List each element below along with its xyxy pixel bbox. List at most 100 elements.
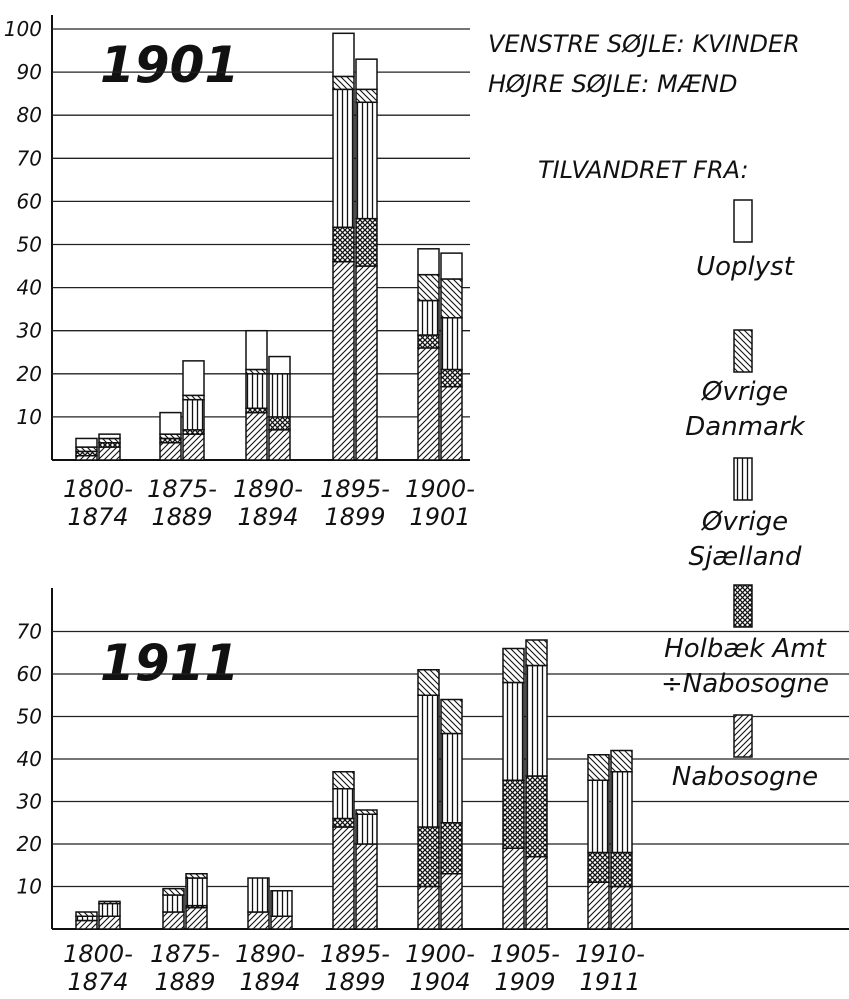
bar-segment-danmark xyxy=(587,754,610,781)
bar-segment-holbaek xyxy=(332,226,355,263)
x-category-label: 1899 xyxy=(324,968,385,996)
bar-segment-sjaelland xyxy=(247,877,270,913)
y-tick-label: 90 xyxy=(17,60,42,84)
x-category-label: 1890- xyxy=(233,475,303,503)
bar-left-6 xyxy=(587,754,610,930)
legend-note-men: HØJRE SØJLE: MÆND xyxy=(488,70,737,98)
bar-segment-nabosogne xyxy=(332,826,355,930)
bar-segment-sjaelland xyxy=(162,894,185,913)
x-category-label: 1899 xyxy=(324,503,385,531)
bar-left-4 xyxy=(417,669,440,930)
bar-segment-holbaek xyxy=(587,851,610,883)
x-category-label: 1894 xyxy=(237,503,298,531)
bar-right-4 xyxy=(440,252,463,461)
y-tick-label: 60 xyxy=(17,189,42,213)
y-tick-label: 20 xyxy=(17,362,42,386)
bar-segment-nabosogne xyxy=(417,885,440,930)
bar-segment-nabosogne xyxy=(440,873,463,930)
x-category-label: 1874 xyxy=(67,968,128,996)
bar-segment-sjaelland xyxy=(332,788,355,820)
x-category-label: 1904 xyxy=(409,968,470,996)
y-tick-label: 80 xyxy=(17,103,42,127)
bar-segment-nabosogne xyxy=(159,442,182,461)
bar-left-3 xyxy=(332,32,355,461)
x-category-label: 1909 xyxy=(494,968,555,996)
bar-right-2 xyxy=(270,890,293,930)
y-tick-label: 70 xyxy=(17,620,42,644)
bar-right-0 xyxy=(98,900,121,930)
bar-segment-danmark xyxy=(332,771,355,790)
legend-label-sjaelland: Øvrige xyxy=(701,507,788,537)
bar-segment-danmark xyxy=(417,273,440,302)
chart-title: 1911 xyxy=(100,634,239,692)
bar-segment-sjaelland xyxy=(268,373,291,418)
bar-segment-nabosogne xyxy=(268,429,291,461)
bar-segment-sjaelland xyxy=(185,877,208,907)
x-category-label: 1900- xyxy=(405,940,475,968)
bar-segment-danmark xyxy=(525,639,548,667)
bar-left-1 xyxy=(159,411,182,461)
bar-segment-nabosogne xyxy=(417,347,440,461)
legend-swatch-nabosogne xyxy=(733,714,753,758)
x-category-label: 1900- xyxy=(405,475,475,503)
bar-segment-danmark xyxy=(98,900,121,905)
x-category-label: 1895- xyxy=(320,475,390,503)
bar-segment-danmark xyxy=(75,911,98,917)
bar-segment-holbaek xyxy=(417,334,440,349)
bar-segment-holbaek xyxy=(268,416,291,431)
bar-segment-nabosogne xyxy=(332,260,355,461)
legend-label-holbaek: ÷Nabosogne xyxy=(661,669,829,699)
bar-segment-holbaek xyxy=(440,822,463,875)
chart-1911: 1911 10 20 30 40 50 60 70 1800-1874 1875-1889 189… xyxy=(17,588,849,996)
x-category-label: 1890- xyxy=(235,940,305,968)
bar-segment-danmark xyxy=(440,698,463,735)
bar-left-4 xyxy=(417,248,440,461)
bar-segment-sjaelland xyxy=(502,681,525,781)
legend-label-nabosogne: Nabosogne xyxy=(672,762,818,792)
bar-segment-sjaelland xyxy=(587,779,610,854)
bar-segment-uoplyst xyxy=(75,437,98,448)
legend: VENSTRE SØJLE: KVINDER HØJRE SØJLE: MÆND… xyxy=(488,30,829,792)
bar-right-3 xyxy=(355,809,378,930)
bar-segment-danmark xyxy=(355,88,378,104)
bar-right-5 xyxy=(525,639,548,930)
y-tick-label: 50 xyxy=(17,705,42,729)
bar-segment-holbaek xyxy=(502,779,525,849)
legend-swatch-sjaelland xyxy=(733,457,753,501)
bar-segment-nabosogne xyxy=(75,919,98,930)
y-tick-label: 20 xyxy=(17,832,42,856)
legend-label-uoplyst: Uoplyst xyxy=(696,252,795,282)
bar-segment-uoplyst xyxy=(245,329,268,371)
legend-note-women: VENSTRE SØJLE: KVINDER xyxy=(488,30,800,58)
bar-segment-nabosogne xyxy=(610,885,633,930)
bar-segment-nabosogne xyxy=(270,915,293,930)
bar-segment-nabosogne xyxy=(98,915,121,930)
bar-segment-sjaelland xyxy=(610,771,633,854)
bar-segment-holbaek xyxy=(355,217,378,267)
bar-segment-holbaek xyxy=(332,817,355,828)
bar-segment-nabosogne xyxy=(502,847,525,930)
bar-segment-nabosogne xyxy=(440,385,463,461)
legend-swatch-holbaek xyxy=(733,584,753,628)
x-category-label: 1875- xyxy=(147,475,217,503)
y-tick-label: 50 xyxy=(17,233,42,257)
y-tick-label: 10 xyxy=(17,405,42,429)
legend-label-sjaelland: Sjælland xyxy=(689,542,802,572)
bar-segment-sjaelland xyxy=(98,902,121,917)
bar-right-3 xyxy=(355,58,378,461)
bar-segment-holbaek xyxy=(525,775,548,858)
bar-segment-sjaelland xyxy=(355,813,378,845)
bar-segment-uoplyst xyxy=(355,58,378,91)
bar-segment-holbaek xyxy=(417,826,440,888)
x-category-label: 1875- xyxy=(150,940,220,968)
y-tick-label: 40 xyxy=(17,747,42,771)
y-tick-label: 100 xyxy=(4,17,42,41)
bar-left-3 xyxy=(332,771,355,930)
bar-segment-sjaelland xyxy=(270,890,293,917)
chart-title: 1901 xyxy=(100,36,239,94)
x-category-label: 1894 xyxy=(239,968,300,996)
legend-swatch-uoplyst xyxy=(733,199,753,243)
x-category-label: 1800- xyxy=(63,940,133,968)
bar-segment-danmark xyxy=(355,809,378,815)
bar-segment-holbaek xyxy=(610,851,633,888)
